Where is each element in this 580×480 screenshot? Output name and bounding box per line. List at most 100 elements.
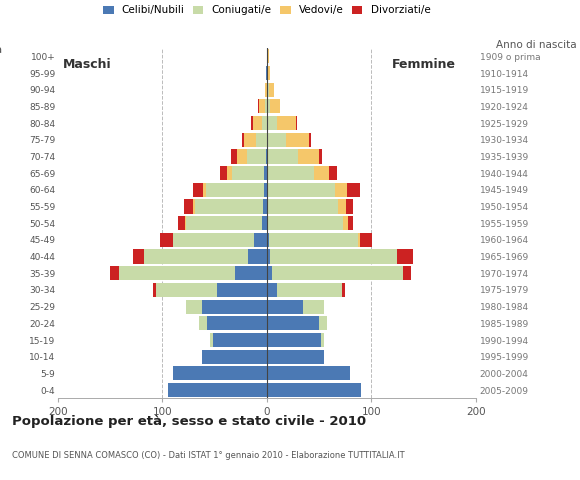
Bar (220, 166, 227, 180)
Bar (247, 149, 266, 164)
Bar (321, 333, 324, 347)
Bar (264, 99, 267, 113)
Bar (347, 183, 360, 197)
Bar (303, 300, 324, 314)
Bar (251, 116, 253, 130)
Bar (270, 250, 397, 264)
Bar (268, 216, 343, 230)
Bar (173, 366, 267, 381)
Bar (329, 166, 337, 180)
Bar (342, 283, 345, 297)
Bar (285, 132, 309, 147)
Bar (156, 283, 217, 297)
Text: COMUNE DI SENNA COMASCO (CO) - Dati ISTAT 1° gennaio 2010 - Elaborazione TUTTITA: COMUNE DI SENNA COMASCO (CO) - Dati ISTA… (12, 451, 404, 460)
Text: Maschi: Maschi (63, 58, 112, 71)
Bar (267, 199, 338, 214)
Bar (153, 283, 156, 297)
Bar (259, 99, 264, 113)
Bar (256, 132, 267, 147)
Bar (244, 132, 256, 147)
Bar (254, 233, 267, 247)
Bar (264, 83, 267, 97)
Bar (267, 149, 298, 164)
Bar (267, 49, 269, 63)
Bar (193, 199, 195, 214)
Bar (314, 166, 329, 180)
Bar (266, 66, 267, 80)
Legend: Celibi/Nubili, Coniugati/e, Vedovi/e, Divorziati/e: Celibi/Nubili, Coniugati/e, Vedovi/e, Di… (103, 5, 430, 15)
Bar (212, 333, 267, 347)
Bar (178, 216, 186, 230)
Bar (237, 149, 247, 164)
Bar (267, 233, 269, 247)
Bar (233, 166, 264, 180)
Bar (267, 283, 277, 297)
Bar (267, 132, 285, 147)
Bar (267, 250, 270, 264)
Bar (348, 216, 353, 230)
Bar (253, 116, 262, 130)
Bar (173, 233, 254, 247)
Bar (267, 99, 270, 113)
Bar (195, 199, 263, 214)
Bar (270, 99, 280, 113)
Bar (133, 250, 144, 264)
Bar (227, 166, 233, 180)
Bar (186, 216, 262, 230)
Bar (266, 149, 267, 164)
Bar (235, 266, 267, 280)
Bar (338, 199, 346, 214)
Bar (267, 266, 272, 280)
Bar (118, 266, 235, 280)
Bar (319, 149, 322, 164)
Bar (248, 250, 267, 264)
Bar (206, 183, 264, 197)
Bar (267, 183, 335, 197)
Bar (403, 266, 411, 280)
Bar (207, 316, 267, 330)
Bar (397, 250, 413, 264)
Bar (184, 199, 193, 214)
Bar (360, 233, 372, 247)
Bar (264, 183, 267, 197)
Bar (343, 216, 348, 230)
Bar (267, 383, 361, 397)
Bar (319, 316, 327, 330)
Bar (267, 216, 268, 230)
Bar (267, 83, 269, 97)
Bar (269, 233, 358, 247)
Bar (242, 132, 244, 147)
Bar (269, 83, 274, 97)
Bar (211, 333, 212, 347)
Bar (267, 349, 324, 364)
Bar (160, 233, 173, 247)
Bar (264, 166, 267, 180)
Bar (272, 266, 403, 280)
Bar (262, 216, 267, 230)
Bar (202, 349, 267, 364)
Bar (202, 300, 267, 314)
Bar (267, 116, 277, 130)
Bar (262, 116, 267, 130)
Bar (110, 266, 118, 280)
Bar (263, 199, 267, 214)
Bar (267, 66, 270, 80)
Text: Popolazione per età, sesso e stato civile - 2010: Popolazione per età, sesso e stato civil… (12, 415, 366, 428)
Text: Età: Età (0, 45, 3, 55)
Bar (267, 300, 303, 314)
Bar (203, 183, 206, 197)
Bar (193, 183, 203, 197)
Bar (346, 199, 353, 214)
Bar (298, 149, 319, 164)
Bar (277, 283, 342, 297)
Bar (267, 366, 350, 381)
Bar (199, 316, 207, 330)
Text: Femmine: Femmine (392, 58, 456, 71)
Bar (335, 183, 347, 197)
Bar (267, 166, 314, 180)
Bar (267, 316, 319, 330)
Bar (358, 233, 360, 247)
Text: Anno di nascita: Anno di nascita (496, 40, 577, 50)
Bar (231, 149, 237, 164)
Bar (309, 132, 311, 147)
